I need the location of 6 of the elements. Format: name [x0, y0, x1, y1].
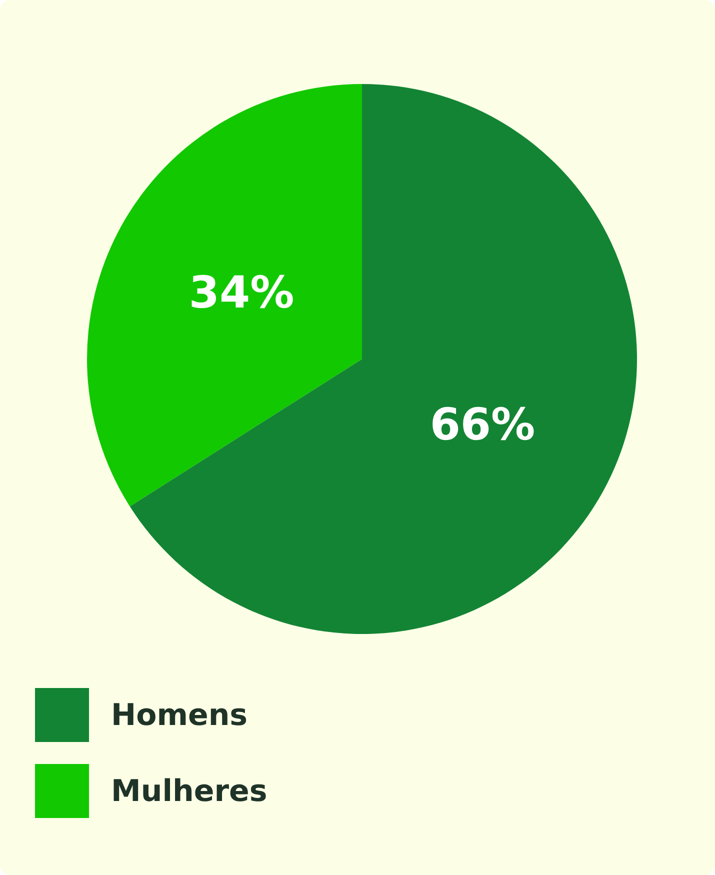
- pie-slice: [130, 84, 637, 634]
- legend-label: Homens: [111, 698, 248, 732]
- data-label: 66%: [430, 400, 536, 451]
- pie-slice: [88, 84, 362, 506]
- data-label: 34%: [188, 267, 294, 318]
- legend-label: Mulheres: [111, 774, 268, 808]
